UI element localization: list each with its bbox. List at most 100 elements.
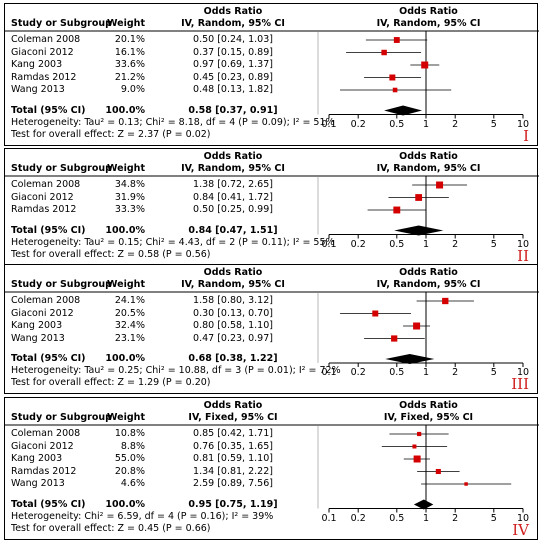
x-tick-label: 0.2: [350, 118, 366, 130]
study-name: Ramdas 2012: [11, 71, 77, 83]
ci-column-header-top: Odds Ratio: [203, 151, 263, 162]
study-ci: 1.58 [0.80, 3.12]: [193, 295, 273, 306]
x-tick-label: 2: [452, 238, 459, 250]
study-name: Coleman 2008: [11, 428, 81, 439]
study-point-estimate: [392, 87, 398, 93]
study-weight: 20.1%: [114, 34, 145, 45]
study-weight: 21.2%: [114, 71, 145, 83]
overall-effect-text: Test for overall effect: Z = 0.45 (P = 0…: [11, 522, 211, 534]
ci-column-header: IV, Fixed, 95% CI: [188, 412, 278, 423]
forest-plot-svg: [5, 175, 539, 239]
study-point-estimate: [412, 444, 417, 449]
study-point-estimate: [464, 482, 468, 486]
ci-column-header-top: Odds Ratio: [203, 400, 263, 411]
total-ci: 0.95 [0.75, 1.19]: [188, 498, 278, 510]
study-weight: 55.0%: [114, 453, 145, 464]
total-label: Total (95% CI): [11, 224, 86, 236]
study-point-estimate: [417, 431, 422, 437]
x-tick-label: 5: [490, 238, 497, 250]
ci-column-header: IV, Random, 95% CI: [181, 163, 285, 174]
study-name: Coleman 2008: [11, 179, 81, 190]
study-weight: 32.4%: [114, 320, 145, 331]
study-ci: 0.50 [0.24, 1.03]: [193, 34, 273, 45]
study-point-estimate: [442, 297, 449, 305]
study-weight: 16.1%: [114, 46, 145, 58]
plot-header-top: Odds Ratio: [399, 6, 458, 17]
study-name: Kang 2003: [11, 453, 63, 464]
study-weight: 10.8%: [114, 428, 145, 439]
study-name: Giaconi 2012: [11, 46, 74, 58]
plot-header: IV, Random, 95% CI: [376, 18, 481, 29]
forest-plot-svg: [5, 424, 539, 513]
study-ci: 0.50 [0.25, 0.99]: [193, 204, 273, 215]
study-weight: 31.9%: [114, 191, 145, 203]
x-tick-label: 2: [452, 367, 459, 378]
x-tick-label: 0.2: [350, 367, 366, 378]
study-weight: 23.1%: [114, 332, 145, 344]
study-point-estimate: [415, 194, 423, 201]
forest-plot-svg: [5, 291, 539, 367]
x-tick-label: 5: [490, 367, 497, 378]
study-weight: 33.3%: [114, 204, 145, 215]
study-ci: 0.80 [0.58, 1.10]: [193, 320, 273, 331]
x-tick-label: 10: [516, 238, 530, 250]
study-weight: 33.6%: [114, 59, 145, 70]
summary-diamond: [413, 499, 434, 510]
study-column-header: Study or Subgroup: [11, 279, 112, 290]
study-weight: 9.0%: [120, 84, 145, 95]
study-point-estimate: [393, 206, 401, 214]
study-name: Coleman 2008: [11, 34, 81, 45]
study-name: Wang 2013: [11, 332, 65, 344]
total-ci: 0.84 [0.47, 1.51]: [188, 224, 278, 236]
study-point-estimate: [413, 322, 421, 330]
study-name: Kang 2003: [11, 320, 63, 331]
study-point-estimate: [391, 335, 398, 342]
overall-effect-text: Test for overall effect: Z = 0.58 (P = 0…: [11, 248, 211, 260]
total-label: Total (95% CI): [11, 104, 86, 116]
study-weight: 8.8%: [120, 440, 145, 452]
heterogeneity-text: Heterogeneity: Tau² = 0.15; Chi² = 4.43,…: [11, 236, 335, 248]
x-tick-label: 0.5: [389, 512, 405, 524]
forest-panel-1: Odds Ratio Odds Ratio Study or Subgroup Wei…: [4, 3, 539, 146]
panel-label: II: [517, 246, 529, 265]
heterogeneity-text: Heterogeneity: Chi² = 6.59, df = 4 (P = …: [11, 510, 274, 522]
forest-panel-3: Odds Ratio Odds Ratio Study or Subgroup Wei…: [4, 264, 539, 394]
total-weight: 100.0%: [105, 353, 145, 364]
total-weight: 100.0%: [105, 104, 145, 116]
plot-header: IV, Random, 95% CI: [376, 163, 481, 174]
study-ci: 0.84 [0.41, 1.72]: [193, 191, 273, 203]
summary-diamond: [394, 225, 444, 236]
x-tick-label: 1: [422, 367, 430, 378]
ci-column-header: IV, Random, 95% CI: [181, 279, 285, 290]
study-name: Giaconi 2012: [11, 440, 74, 452]
total-weight: 100.0%: [105, 224, 145, 236]
study-column-header: Study or Subgroup: [11, 18, 112, 29]
x-tick-label: 0.1: [321, 367, 337, 378]
total-label: Total (95% CI): [11, 498, 86, 510]
summary-diamond: [384, 105, 423, 116]
study-name: Wang 2013: [11, 84, 65, 95]
study-point-estimate: [372, 310, 379, 317]
study-ci: 0.85 [0.42, 1.71]: [193, 428, 273, 439]
x-tick-label: 10: [516, 367, 530, 378]
weight-column-header: Weight: [107, 412, 145, 423]
plot-header: IV, Fixed, 95% CI: [383, 412, 474, 423]
study-ci: 0.45 [0.23, 0.89]: [193, 71, 273, 83]
study-name: Ramdas 2012: [11, 465, 77, 477]
heterogeneity-text: Heterogeneity: Tau² = 0.25; Chi² = 10.88…: [11, 365, 341, 376]
ci-column-header-top: Odds Ratio: [203, 6, 263, 17]
study-weight: 24.1%: [114, 295, 145, 306]
forest-panel-2: Odds Ratio Odds Ratio Study or Subgroup Wei…: [4, 148, 539, 266]
study-name: Wang 2013: [11, 478, 65, 489]
study-ci: 1.34 [0.81, 2.22]: [193, 465, 273, 477]
plot-header-top: Odds Ratio: [399, 400, 458, 411]
forest-panel-4: Odds Ratio Odds Ratio Study or Subgroup Wei…: [4, 397, 539, 540]
overall-effect-text: Test for overall effect: Z = 1.29 (P = 0…: [11, 377, 211, 388]
overall-effect-text: Test for overall effect: Z = 2.37 (P = 0…: [11, 128, 211, 140]
study-ci: 0.81 [0.59, 1.10]: [193, 453, 273, 464]
study-ci: 0.37 [0.15, 0.89]: [193, 46, 273, 58]
study-name: Kang 2003: [11, 59, 63, 70]
study-point-estimate: [413, 455, 421, 463]
x-tick-label: 10: [516, 118, 530, 130]
